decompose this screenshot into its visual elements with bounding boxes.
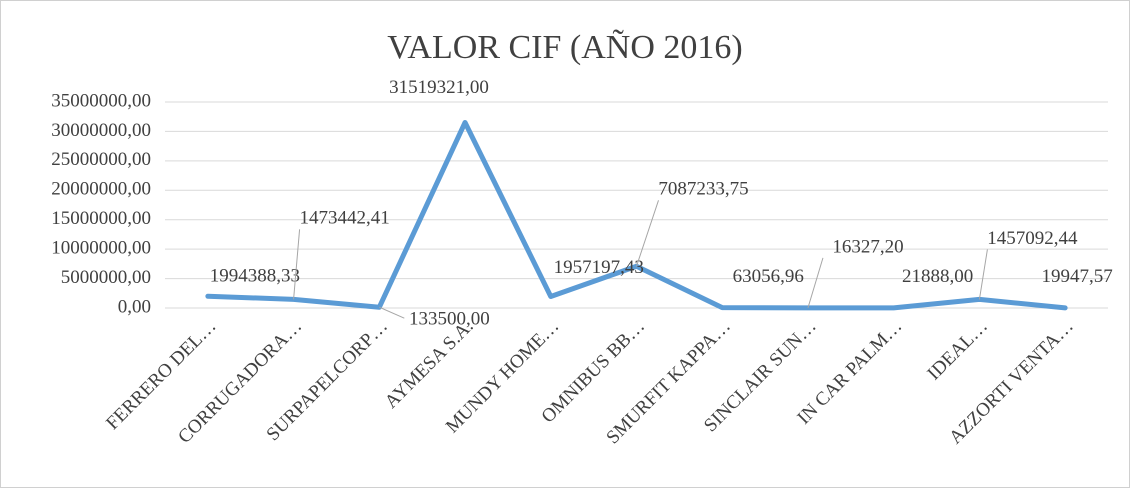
y-tick-label: 25000000,00 [51, 149, 151, 170]
data-label: 21888,00 [902, 266, 973, 287]
y-tick-label: 5000000,00 [61, 267, 151, 288]
data-label: 19947,57 [1042, 266, 1113, 287]
data-label: 1957197,43 [554, 257, 644, 278]
y-tick-label: 35000000,00 [51, 90, 151, 111]
data-label: 31519321,00 [389, 77, 489, 98]
leader-line [379, 306, 405, 319]
y-tick-label: 30000000,00 [51, 120, 151, 141]
data-label: 1473442,41 [299, 208, 389, 229]
data-label: 1457092,44 [987, 228, 1078, 249]
y-tick-label: 0,00 [118, 296, 151, 317]
data-label: 133500,00 [409, 309, 490, 330]
leader-line [807, 257, 824, 309]
chart-title: VALOR CIF (AÑO 2016) [387, 29, 742, 66]
data-label: 7087233,75 [658, 179, 748, 200]
data-label: 16327,20 [832, 236, 903, 257]
data-label: 63056,96 [733, 266, 804, 287]
y-tick-label: 15000000,00 [51, 208, 151, 229]
y-tick-label: 10000000,00 [51, 238, 151, 259]
leader-line [293, 229, 301, 300]
leader-line [636, 200, 659, 267]
y-tick-label: 20000000,00 [51, 179, 151, 200]
data-label: 1994388,33 [210, 266, 300, 287]
leader-line [978, 249, 988, 300]
